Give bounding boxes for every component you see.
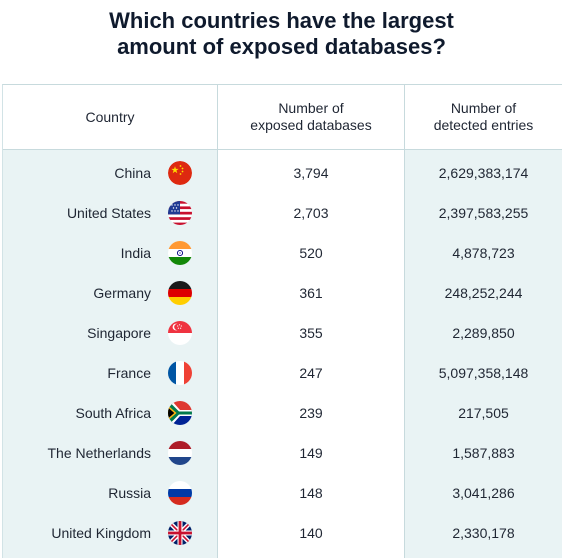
country-name: United States [66, 205, 151, 221]
south-africa-flag-icon [168, 401, 192, 425]
table-row: United Kingdom 140 2,330,178 [3, 513, 562, 553]
table-row: India 520 4,878,723 [3, 233, 562, 273]
header-entries-line-2: detected entries [433, 117, 534, 133]
table-row: The Netherlands 149 1,587,883 [3, 433, 562, 473]
table-row: United States 2,703 2,397,583,255 [3, 193, 562, 233]
germany-flag-icon [168, 281, 192, 305]
title-line-1: Which countries have the largest [109, 8, 454, 33]
detected-entries-value: 2,330,178 [452, 525, 515, 541]
country-name: The Netherlands [47, 445, 151, 461]
exposed-databases-value: 140 [299, 525, 323, 541]
table-row: France 247 5,097,358,148 [3, 353, 562, 393]
netherlands-flag-icon [168, 441, 192, 465]
country-name: China [114, 165, 151, 181]
india-flag-icon [168, 241, 192, 265]
country-name: South Africa [75, 405, 152, 421]
russia-flag-icon [168, 481, 192, 505]
country-name: Singapore [87, 325, 151, 341]
country-name: India [120, 245, 151, 261]
header-db-line-2: exposed databases [250, 117, 372, 133]
exposed-databases-value: 520 [299, 245, 323, 261]
table-row: Germany 361 248,252,244 [3, 273, 562, 313]
exposed-databases-value: 148 [299, 485, 323, 501]
singapore-flag-icon [168, 321, 192, 345]
title-line-2: amount of exposed databases? [117, 34, 446, 59]
header-db-line-1: Number of [278, 100, 344, 116]
detected-entries-value: 3,041,286 [452, 485, 515, 501]
detected-entries-value: 217,505 [458, 405, 509, 421]
table-row: China 3,794 2,629,383,174 [3, 153, 562, 193]
exposed-databases-value: 149 [299, 445, 323, 461]
header-entries-line-1: Number of [450, 100, 517, 116]
table-row: South Africa 239 217,505 [3, 393, 562, 433]
header-detected-entries: Number of detected entries [405, 85, 562, 149]
exposed-databases-value: 361 [299, 285, 323, 301]
table-row: Russia 148 3,041,286 [3, 473, 562, 513]
china-flag-icon [168, 161, 192, 185]
exposed-databases-value: 355 [299, 325, 323, 341]
uk-flag-icon [168, 521, 192, 545]
page-title: Which countries have the largest amount … [0, 8, 563, 60]
header-column-dividers [217, 85, 405, 149]
detected-entries-value: 1,587,883 [452, 445, 515, 461]
detected-entries-value: 2,629,383,174 [438, 165, 529, 181]
detected-entries-value: 4,878,723 [452, 245, 515, 261]
exposed-databases-value: 3,794 [293, 165, 329, 181]
detected-entries-value: 2,397,583,255 [438, 205, 529, 221]
usa-flag-icon [168, 201, 192, 225]
france-flag-icon [168, 361, 192, 385]
databases-column-background [217, 85, 405, 558]
exposed-databases-value: 247 [299, 365, 323, 381]
country-name: France [107, 365, 151, 381]
header-country: Country [3, 85, 217, 149]
table-header: Country Number of exposed databases Numb… [3, 85, 562, 150]
exposed-databases-value: 239 [299, 405, 323, 421]
detected-entries-value: 248,252,244 [444, 285, 523, 301]
exposed-databases-value: 2,703 [293, 205, 329, 221]
country-name: Germany [93, 285, 151, 301]
detected-entries-value: 2,289,850 [452, 325, 515, 341]
country-name: United Kingdom [51, 525, 151, 541]
header-exposed-databases: Number of exposed databases [217, 85, 405, 149]
country-name: Russia [108, 485, 151, 501]
countries-table: Country Number of exposed databases Numb… [2, 84, 562, 558]
header-country-label: Country [85, 108, 135, 125]
table-row: Singapore 355 2,289,850 [3, 313, 562, 353]
detected-entries-value: 5,097,358,148 [438, 365, 529, 381]
